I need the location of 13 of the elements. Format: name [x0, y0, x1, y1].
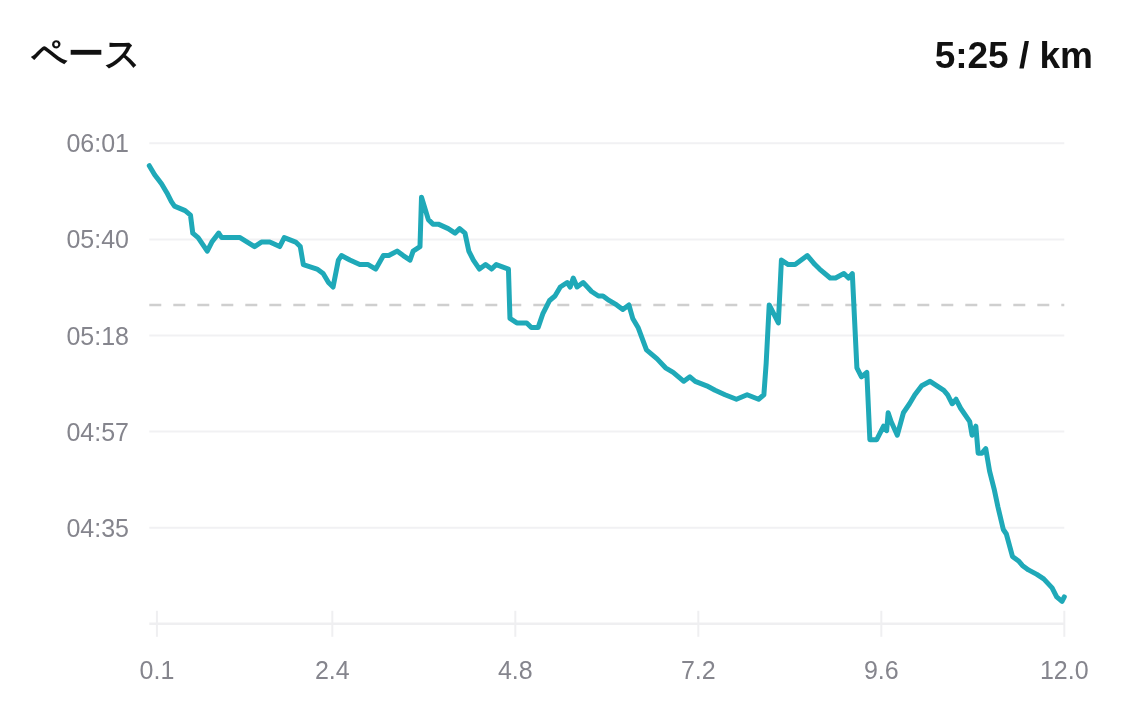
- y-tick-label: 04:35: [66, 513, 129, 542]
- x-tick-label: 4.8: [497, 655, 533, 684]
- y-tick-label: 05:40: [66, 225, 129, 254]
- x-tick-label: 9.6: [863, 655, 899, 684]
- title: ペース: [31, 33, 141, 74]
- x-tick-label: 12.0: [1039, 655, 1089, 684]
- y-tick-label: 06:01: [66, 129, 129, 158]
- x-tick-label: 2.4: [314, 655, 350, 684]
- y-tick-label: 04:57: [66, 417, 129, 446]
- x-tick-label: 7.2: [680, 655, 716, 684]
- x-tick-label: 0.1: [139, 655, 175, 684]
- subtitle: 5:25 / km: [934, 35, 1093, 76]
- y-tick-label: 05:18: [66, 321, 129, 350]
